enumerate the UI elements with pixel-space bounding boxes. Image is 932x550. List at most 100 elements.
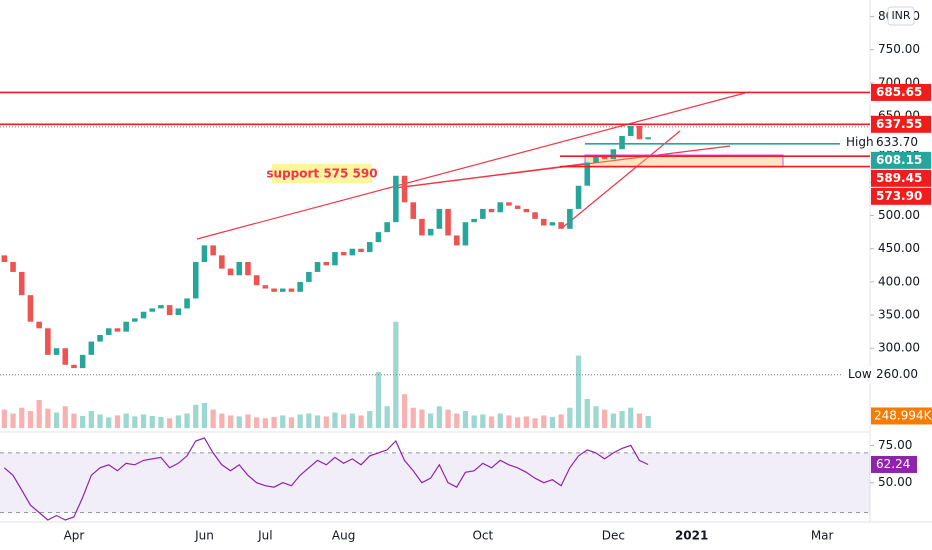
level-label: 637.55 bbox=[876, 117, 922, 131]
volume-bar bbox=[219, 413, 225, 428]
y-tick-label: 500.00 bbox=[878, 208, 920, 222]
candle-body bbox=[366, 242, 373, 253]
volume-bar bbox=[541, 415, 547, 428]
volume-bar bbox=[71, 413, 77, 428]
volume-bar bbox=[114, 415, 121, 428]
candle-body bbox=[245, 261, 251, 276]
candle-body bbox=[514, 205, 521, 209]
level-label-box bbox=[871, 151, 931, 169]
volume-bar bbox=[436, 406, 442, 428]
volume-bar bbox=[471, 415, 477, 428]
candle-body bbox=[314, 261, 321, 272]
candle-body bbox=[184, 298, 190, 309]
volume-bar bbox=[19, 407, 25, 428]
candle-body bbox=[192, 261, 199, 299]
volume-bar bbox=[10, 413, 16, 428]
volume-bar bbox=[358, 415, 364, 428]
candle-body bbox=[105, 328, 112, 335]
candle-body bbox=[114, 328, 121, 332]
volume-bar bbox=[341, 414, 347, 428]
level-label: 573.90 bbox=[876, 189, 922, 203]
volume-bar bbox=[575, 355, 582, 428]
candle-body bbox=[375, 232, 382, 243]
y-tick-label: 350.00 bbox=[878, 308, 920, 322]
volume-bar bbox=[602, 409, 608, 428]
candle-body bbox=[271, 288, 277, 292]
volume-bar bbox=[227, 415, 234, 428]
volume-bar bbox=[167, 418, 173, 428]
volume-bar bbox=[549, 416, 556, 428]
candle-body bbox=[453, 235, 460, 246]
candle-body bbox=[558, 222, 564, 229]
candle-body bbox=[575, 185, 582, 209]
volume-bar bbox=[288, 417, 295, 428]
candle-body bbox=[236, 261, 243, 276]
candle-body bbox=[158, 305, 164, 309]
candle-body bbox=[540, 218, 547, 226]
volume-bar bbox=[558, 414, 564, 428]
candle-body bbox=[71, 364, 77, 369]
volume-bar bbox=[201, 402, 208, 428]
rsi-label: 62.24 bbox=[876, 457, 910, 471]
volume-bar bbox=[393, 321, 399, 428]
level-label-box bbox=[871, 187, 931, 205]
volume-bar bbox=[628, 407, 634, 428]
volume-bar bbox=[1, 409, 7, 428]
volume-bar bbox=[332, 412, 338, 428]
volume-bar bbox=[367, 411, 373, 428]
candle-body bbox=[332, 252, 338, 266]
candle-body bbox=[288, 288, 295, 292]
low-name: Low bbox=[848, 367, 872, 381]
candle-body bbox=[427, 228, 434, 236]
candle-body bbox=[523, 208, 530, 213]
candle-body bbox=[445, 208, 451, 236]
volume-bar bbox=[349, 413, 355, 428]
candle-body bbox=[53, 348, 60, 355]
volume-bar bbox=[123, 413, 129, 428]
candle-body bbox=[532, 212, 538, 219]
volume-bar bbox=[245, 414, 251, 428]
high-label-box bbox=[840, 133, 922, 151]
volume-bar bbox=[488, 416, 495, 428]
volume-bar bbox=[280, 415, 286, 428]
rsi-tick-label: 75.00 bbox=[878, 438, 912, 452]
annotation-box bbox=[272, 164, 372, 183]
x-tick-label: Mar bbox=[811, 529, 834, 543]
candle-body bbox=[62, 348, 69, 365]
x-tick-label: Oct bbox=[472, 529, 493, 543]
volume-bar bbox=[88, 411, 94, 428]
candle-body bbox=[349, 248, 356, 256]
volume-bar bbox=[271, 416, 277, 428]
currency-badge[interactable] bbox=[887, 6, 915, 26]
volume-bar bbox=[619, 411, 625, 428]
candle-body bbox=[358, 248, 364, 253]
low-label-box bbox=[843, 366, 925, 384]
volume-bar bbox=[306, 413, 312, 428]
x-tick-label: Dec bbox=[602, 529, 625, 543]
candle-body bbox=[323, 261, 330, 266]
annotation: support 575 590 bbox=[266, 167, 377, 181]
volume-bar bbox=[62, 406, 68, 428]
candle-body bbox=[471, 218, 477, 223]
candle-body bbox=[45, 328, 51, 355]
candle-body bbox=[393, 175, 399, 223]
volume-bar bbox=[80, 415, 86, 428]
volume-bar bbox=[401, 394, 408, 428]
volume-bar bbox=[523, 416, 529, 428]
volume-bar bbox=[567, 407, 573, 428]
candle-body bbox=[506, 202, 512, 206]
volume-bar bbox=[27, 411, 34, 428]
volume-bar bbox=[462, 411, 469, 428]
volume-bar bbox=[410, 407, 416, 428]
volume-bar bbox=[132, 416, 138, 428]
candle-body bbox=[567, 208, 573, 229]
currency[interactable]: INR bbox=[891, 9, 910, 22]
volume-bar bbox=[262, 418, 268, 428]
x-tick-label: Jul bbox=[257, 529, 272, 543]
low-label: 260.00 bbox=[876, 367, 918, 381]
x-tick-label: Aug bbox=[332, 529, 355, 543]
level-label-box bbox=[871, 83, 931, 101]
candle-body bbox=[253, 275, 260, 286]
volume-bar bbox=[45, 408, 51, 428]
